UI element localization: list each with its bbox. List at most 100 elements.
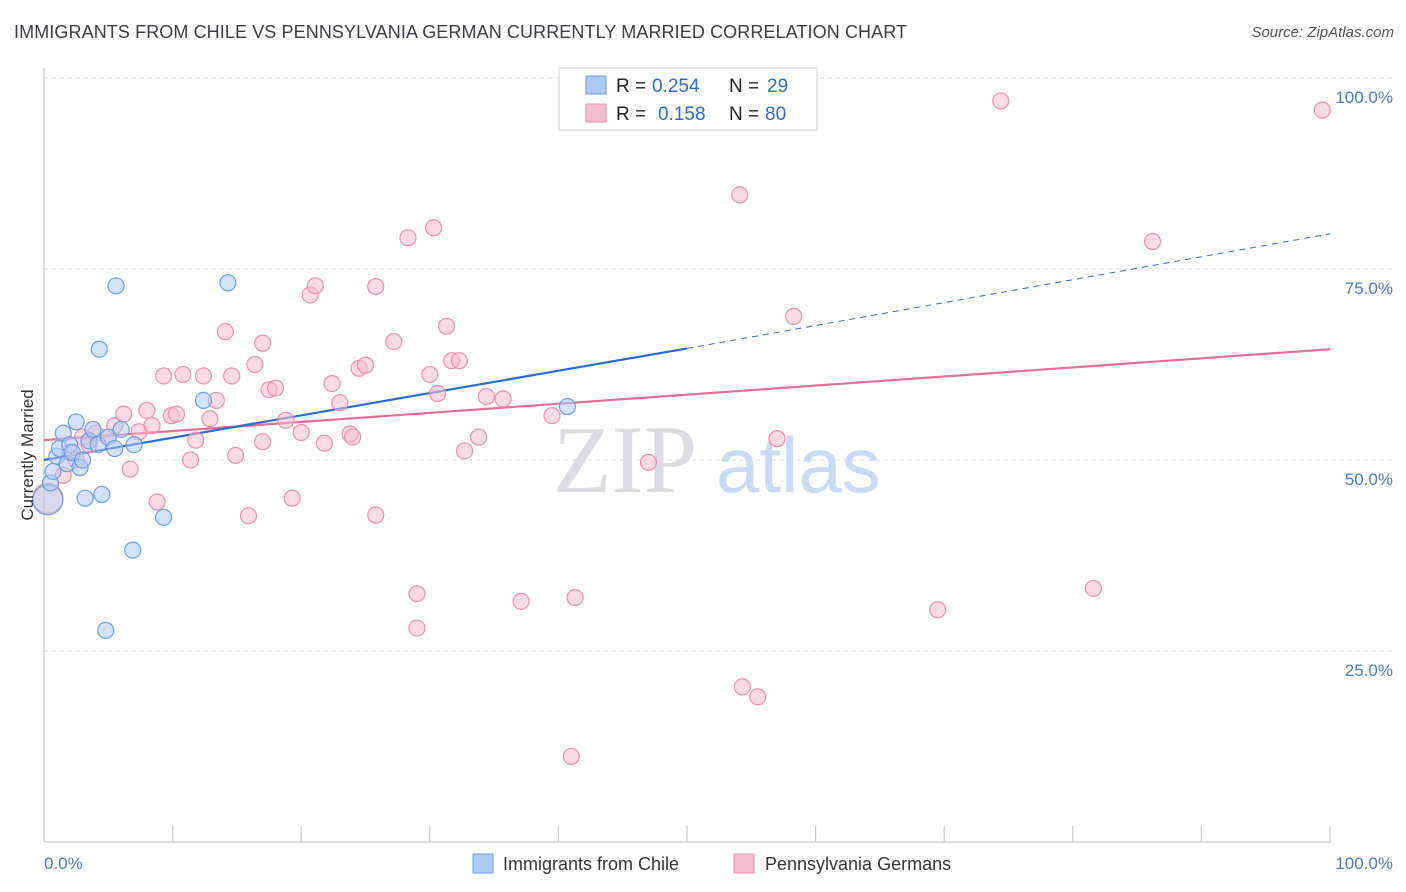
immigrants-from-chile-point: [106, 439, 124, 458]
pennsylvania-germans-point: [1313, 101, 1331, 119]
y-tick-label-25: 25.0%: [1345, 661, 1393, 680]
legend-box: R = 0.254 N = 29 R = 0.158 N = 80: [558, 67, 818, 131]
pennsylvania-germans-point: [148, 493, 166, 511]
pennsylvania-germans-point: [323, 375, 341, 393]
watermark: ZIP atlas: [553, 406, 881, 513]
pennsylvania-germans-point: [239, 507, 258, 525]
immigrants-from-chile-point: [97, 621, 115, 639]
x-tick-label-min: 0.0%: [44, 854, 83, 873]
legend-swatch-blue: [585, 75, 607, 95]
pennsylvania-germans-point: [450, 352, 468, 370]
pennsylvania-germans-point: [356, 356, 375, 374]
pennsylvania-germans-point: [194, 367, 213, 385]
legend-n-label-blue: N =: [729, 76, 759, 97]
pennsylvania-germans-point: [385, 332, 403, 351]
pennsylvania-germans-point: [254, 334, 272, 352]
pennsylvania-germans-point: [428, 384, 447, 403]
pennsylvania-germans-point: [470, 428, 488, 446]
pennsylvania-germans-point: [399, 229, 417, 247]
pennsylvania-germans-point: [138, 401, 156, 419]
bottom-legend-label-pink: Pennsylvania Germans: [765, 854, 951, 874]
legend-r-value-blue: 0.254: [652, 76, 700, 97]
trend-line-immigrants-from-chile-extrapolated: [686, 233, 1331, 349]
series-pennsylvania-germans: [32, 92, 1331, 766]
pennsylvania-germans-point: [512, 592, 530, 610]
trend-line-pennsylvania-germans: [43, 348, 1331, 442]
bottom-legend-label-blue: Immigrants from Chile: [503, 854, 679, 874]
pennsylvania-germans-point: [367, 277, 385, 296]
pennsylvania-germans-point: [306, 277, 324, 295]
pennsylvania-germans-point: [167, 405, 186, 423]
bottom-legend: Immigrants from Chile Pennsylvania Germa…: [472, 853, 951, 874]
pennsylvania-germans-point: [1084, 579, 1102, 597]
legend-n-value-blue: 29: [767, 76, 788, 97]
legend-n-value-pink: 80: [765, 104, 786, 125]
x-ticks: [43, 826, 1331, 842]
legend-n-label-pink: N =: [729, 104, 759, 125]
y-tick-label-75: 75.0%: [1345, 279, 1393, 298]
y-tick-label-100: 100.0%: [1335, 88, 1393, 107]
pennsylvania-germans-point: [115, 405, 133, 423]
pennsylvania-germans-point: [254, 433, 272, 451]
pennsylvania-germans-point: [455, 442, 474, 460]
y-tick-label-50: 50.0%: [1345, 470, 1393, 489]
pennsylvania-germans-point: [344, 428, 362, 446]
chart-title: IMMIGRANTS FROM CHILE VS PENNSYLVANIA GE…: [14, 22, 908, 42]
legend-r-value-pink: 0.158: [658, 104, 706, 125]
legend-r-label-blue: R =: [616, 76, 646, 97]
y-axis-label: Currently Married: [18, 389, 37, 520]
pennsylvania-germans-point: [408, 619, 426, 637]
immigrants-from-chile-point: [73, 451, 92, 469]
pennsylvania-germans-point: [266, 379, 285, 397]
pennsylvania-germans-point: [315, 434, 333, 452]
pennsylvania-germans-point: [187, 431, 205, 449]
pennsylvania-germans-point: [425, 219, 443, 237]
pennsylvania-germans-point: [421, 365, 439, 384]
pennsylvania-germans-point: [246, 355, 264, 374]
pennsylvania-germans-point: [566, 588, 584, 607]
trend-lines: [43, 233, 1331, 462]
immigrants-from-chile-point: [219, 274, 237, 292]
pennsylvania-germans-point: [437, 317, 456, 335]
pennsylvania-germans-point: [201, 410, 219, 428]
pennsylvania-germans-point: [174, 365, 192, 384]
immigrants-from-chile-point: [67, 413, 85, 431]
pennsylvania-germans-point: [154, 367, 173, 385]
chart-source: Source: ZipAtlas.com: [1251, 24, 1394, 41]
immigrants-from-chile-point: [125, 436, 143, 454]
pennsylvania-germans-point: [768, 430, 786, 448]
pennsylvania-germans-point: [143, 417, 161, 435]
pennsylvania-germans-point: [992, 92, 1010, 110]
pennsylvania-germans-point: [639, 453, 658, 471]
immigrants-from-chile-point: [90, 340, 108, 358]
pennsylvania-germans-point: [494, 390, 512, 408]
pennsylvania-germans-point: [283, 489, 301, 507]
pennsylvania-germans-point: [477, 387, 495, 406]
pennsylvania-germans-point: [277, 411, 295, 429]
immigrants-from-chile-point: [107, 277, 125, 295]
pennsylvania-germans-point: [331, 394, 349, 412]
series-immigrants-from-chile: [32, 274, 577, 639]
pennsylvania-germans-point: [733, 678, 751, 696]
pennsylvania-germans-point: [408, 585, 426, 603]
bottom-legend-swatch-pink: [733, 853, 755, 874]
immigrants-from-chile-point: [44, 462, 62, 481]
legend-swatch-pink: [585, 103, 607, 123]
immigrants-from-chile-point: [194, 391, 213, 410]
pennsylvania-germans-point: [223, 367, 241, 385]
pennsylvania-germans-point: [785, 307, 803, 325]
watermark-atlas: atlas: [716, 421, 881, 509]
pennsylvania-germans-point: [227, 446, 245, 465]
x-tick-label-max: 100.0%: [1335, 854, 1393, 873]
watermark-zip: ZIP: [553, 406, 697, 513]
pennsylvania-germans-point: [182, 451, 200, 469]
pennsylvania-germans-point: [216, 323, 234, 341]
immigrants-from-chile-point: [84, 420, 102, 439]
immigrants-from-chile-point: [124, 541, 142, 559]
immigrants-from-chile-point: [93, 485, 111, 503]
pennsylvania-germans-point: [543, 407, 561, 425]
pennsylvania-germans-point: [121, 460, 139, 478]
pennsylvania-germans-point: [562, 747, 580, 766]
pennsylvania-germans-point: [929, 601, 947, 619]
bottom-legend-swatch-blue: [472, 853, 494, 874]
